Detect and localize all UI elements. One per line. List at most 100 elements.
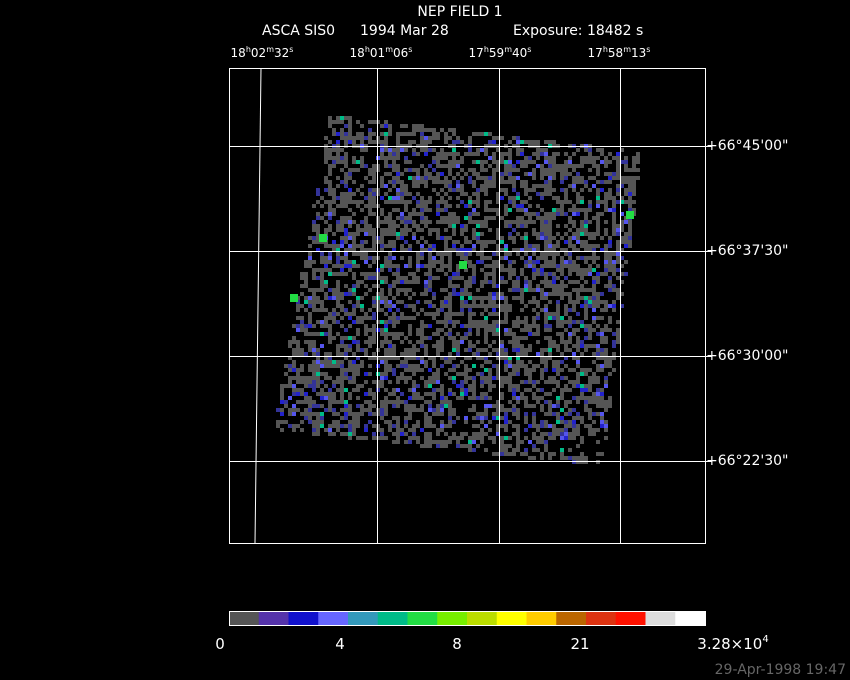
- pixel: [332, 392, 336, 396]
- pixel: [620, 160, 624, 164]
- pixel: [492, 280, 496, 284]
- pixel: [544, 276, 548, 280]
- pixel: [588, 296, 592, 300]
- pixel: [560, 452, 564, 456]
- pixel: [448, 160, 452, 164]
- pixel: [508, 164, 512, 168]
- pixel: [444, 204, 448, 208]
- pixel: [408, 408, 412, 412]
- pixel: [456, 436, 460, 440]
- pixel: [500, 344, 504, 348]
- pixel: [608, 196, 612, 200]
- pixel: [436, 260, 440, 264]
- pixel: [452, 228, 456, 232]
- pixel: [448, 440, 452, 444]
- pixel: [504, 252, 508, 256]
- pixel: [560, 396, 564, 400]
- pixel: [480, 184, 484, 188]
- pixel: [444, 220, 448, 224]
- pixel: [356, 388, 360, 392]
- pixel: [332, 196, 336, 200]
- pixel: [452, 248, 456, 252]
- pixel: [544, 348, 548, 352]
- pixel: [340, 400, 344, 404]
- pixel: [372, 324, 376, 328]
- pixel: [548, 376, 552, 380]
- pixel: [388, 220, 392, 224]
- pixel: [432, 424, 436, 428]
- pixel: [588, 380, 592, 384]
- pixel: [368, 408, 372, 412]
- pixel: [600, 416, 604, 420]
- pixel: [552, 280, 556, 284]
- pixel: [432, 376, 436, 380]
- pixel: [316, 428, 320, 432]
- pixel: [416, 440, 420, 444]
- pixel: [488, 200, 492, 204]
- pixel: [460, 288, 464, 292]
- pixel: [436, 136, 440, 140]
- pixel: [596, 212, 600, 216]
- pixel: [444, 272, 448, 276]
- pixel: [312, 424, 316, 428]
- pixel: [336, 284, 340, 288]
- pixel: [496, 452, 500, 456]
- pixel: [604, 384, 608, 388]
- pixel: [460, 252, 464, 256]
- pixel: [300, 376, 304, 380]
- pixel: [336, 152, 340, 156]
- pixel: [392, 240, 396, 244]
- pixel: [440, 348, 444, 352]
- pixel: [492, 268, 496, 272]
- pixel: [480, 304, 484, 308]
- pixel: [424, 384, 428, 388]
- pixel: [384, 320, 388, 324]
- pixel: [568, 368, 572, 372]
- pixel: [432, 244, 436, 248]
- pixel: [440, 156, 444, 160]
- pixel: [356, 252, 360, 256]
- pixel: [472, 376, 476, 380]
- pixel: [308, 252, 312, 256]
- pixel: [388, 128, 392, 132]
- pixel: [368, 168, 372, 172]
- pixel: [340, 256, 344, 260]
- pixel: [436, 352, 440, 356]
- pixel: [424, 204, 428, 208]
- pixel: [512, 408, 516, 412]
- pixel: [612, 264, 616, 268]
- pixel: [320, 284, 324, 288]
- pixel: [440, 384, 444, 388]
- pixel: [332, 160, 336, 164]
- pixel: [532, 396, 536, 400]
- pixel: [332, 200, 336, 204]
- pixel: [392, 208, 396, 212]
- pixel: [332, 208, 336, 212]
- pixel: [564, 384, 568, 388]
- title: NEP FIELD 1: [417, 4, 502, 20]
- pixel: [512, 228, 516, 232]
- pixel: [424, 444, 428, 448]
- pixel: [428, 128, 432, 132]
- pixel: [576, 412, 580, 416]
- pixel: [584, 240, 588, 244]
- pixel: [372, 256, 376, 260]
- pixel: [524, 316, 528, 320]
- pixel: [516, 384, 520, 388]
- pixel: [472, 200, 476, 204]
- pixel: [544, 304, 548, 308]
- pixel: [484, 360, 488, 364]
- pixel: [344, 260, 348, 264]
- pixel: [328, 152, 332, 156]
- pixel: [548, 328, 552, 332]
- pixel: [444, 324, 448, 328]
- pixel: [296, 304, 300, 308]
- pixel: [552, 316, 556, 320]
- pixel: [528, 264, 532, 268]
- pixel: [440, 388, 444, 392]
- pixel: [440, 172, 444, 176]
- pixel: [484, 176, 488, 180]
- pixel: [304, 272, 308, 276]
- pixel: [556, 396, 560, 400]
- pixel: [364, 408, 368, 412]
